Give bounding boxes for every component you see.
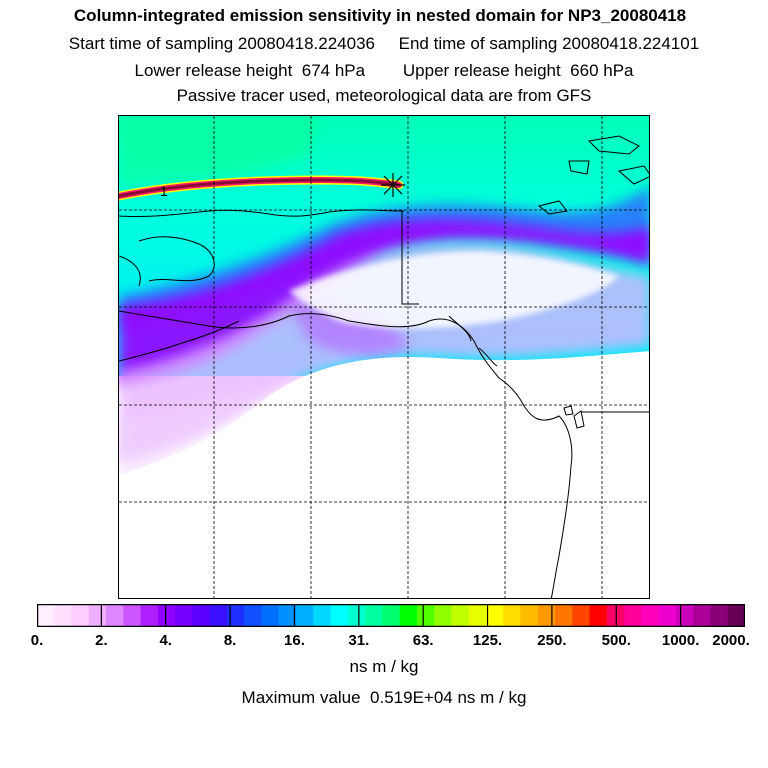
color-bar-unit: ns m / kg	[349, 657, 419, 676]
borders	[401, 211, 649, 413]
color-bar-cell	[537, 604, 556, 627]
color-bar-cell	[192, 604, 211, 627]
color-bar-cell	[261, 604, 280, 627]
color-bar-cell	[278, 604, 297, 627]
color-bar-cell	[520, 604, 539, 627]
peak-region	[119, 116, 319, 186]
map-canvas: 1	[119, 116, 649, 598]
color-bar-cell	[710, 604, 729, 627]
release-point-marker	[381, 173, 405, 197]
color-bar-cell	[226, 604, 245, 627]
color-bar-cell	[88, 604, 107, 627]
color-bar-tick-label: 500.	[601, 632, 631, 649]
release-height-line: Lower release height 674 hPa Upper relea…	[134, 61, 634, 80]
islands	[537, 135, 649, 429]
color-bar-cell	[37, 604, 55, 627]
color-bar-cell	[727, 604, 745, 627]
color-bar-cell	[71, 604, 90, 627]
sensitivity-map: 1	[118, 115, 650, 599]
color-bar-cell	[330, 604, 349, 627]
color-bar-cell	[399, 604, 418, 627]
color-bar-cell	[244, 604, 263, 627]
color-bar-cell	[106, 604, 124, 627]
color-bar-cell	[209, 604, 228, 627]
color-bar-tick-label: 16.	[284, 632, 305, 649]
color-bar-tick-label: 250.	[537, 632, 567, 649]
release-label: 1	[160, 183, 168, 199]
tracer-info-line: Passive tracer used, meteorological data…	[176, 86, 592, 105]
color-bar-cell	[382, 604, 401, 627]
color-bar-cell	[434, 604, 453, 627]
low-sensitivity-region	[119, 351, 649, 598]
color-bar-cell	[313, 604, 332, 627]
color-bar-tick-label: 125.	[472, 632, 503, 649]
color-bar-cell	[624, 604, 642, 627]
color-bar-tick-label: 2000.	[712, 632, 750, 649]
color-bar-cell	[555, 604, 573, 627]
color-bar-cell	[296, 604, 314, 627]
color-bar-cell	[157, 604, 176, 627]
color-bar-cell	[641, 604, 660, 627]
color-bar-cell	[503, 604, 522, 627]
color-bar-tick-label: 8.	[223, 632, 237, 649]
color-bar-cell	[347, 604, 366, 627]
color-bar-cell	[572, 604, 591, 627]
color-bar-tick-label: 1000.	[661, 632, 700, 649]
color-bar-tick-label: 2.	[95, 632, 108, 649]
trajectory-core	[119, 178, 401, 198]
color-bar-tick-label: 63.	[412, 632, 434, 649]
color-bar-tick-label: 4.	[159, 632, 172, 649]
color-bar-cell	[589, 604, 608, 627]
color-bar-cell	[451, 604, 470, 627]
color-bar-cell	[468, 604, 487, 627]
plot-title: Column-integrated emission sensitivity i…	[73, 6, 687, 25]
color-bar-cell	[123, 604, 142, 627]
maximum-value-label: Maximum value 0.519E+04 ns m / kg	[241, 688, 527, 707]
color-bar-cell	[693, 604, 712, 627]
color-bar-tick-label: 0.	[30, 632, 44, 649]
color-bar-cell	[416, 604, 435, 627]
color-bar-cell	[675, 604, 694, 627]
sampling-time-line: Start time of sampling 20080418.224036 E…	[68, 34, 700, 53]
color-bar-tick-label: 31.	[348, 632, 370, 649]
color-bar-cell	[175, 604, 194, 627]
color-bar-ticks: 0. 2. 4. 8. 16. 31. 63. 125. 250. 500. 1000. 2000.	[0, 632, 768, 652]
color-bar-cell	[658, 604, 677, 627]
color-bar	[37, 604, 745, 627]
color-bar-cell	[54, 604, 73, 627]
color-bar-cell	[365, 604, 383, 627]
color-bar-cell	[140, 604, 159, 627]
graticule	[119, 116, 649, 598]
color-bar-cell	[485, 604, 504, 627]
